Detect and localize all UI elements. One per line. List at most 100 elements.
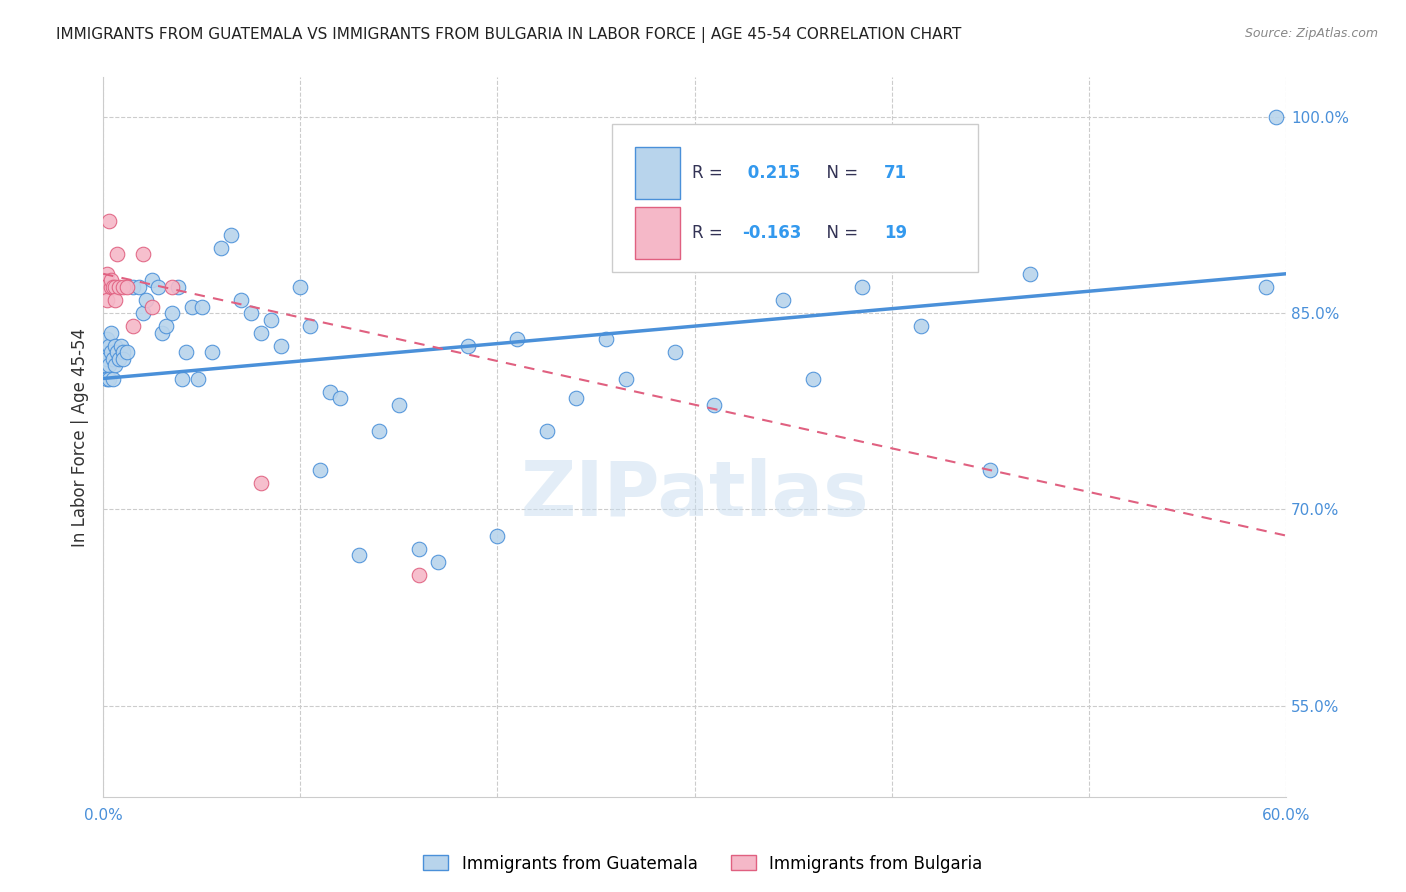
Point xyxy=(772,293,794,307)
Point xyxy=(160,280,183,294)
Point xyxy=(664,345,686,359)
Point xyxy=(319,384,342,399)
Text: 0.215: 0.215 xyxy=(742,164,800,182)
Point xyxy=(101,280,124,294)
Point xyxy=(229,293,252,307)
Point xyxy=(141,273,163,287)
Point xyxy=(240,306,263,320)
Point xyxy=(160,306,183,320)
Point xyxy=(94,345,117,359)
Point xyxy=(135,293,157,307)
Point xyxy=(565,391,588,405)
Point xyxy=(187,371,209,385)
Point xyxy=(270,339,292,353)
Point xyxy=(96,293,118,307)
Point xyxy=(851,280,873,294)
Point xyxy=(979,463,1001,477)
Point xyxy=(190,300,212,314)
Point xyxy=(105,247,128,261)
Point xyxy=(801,371,824,385)
Point xyxy=(155,319,177,334)
Text: N =: N = xyxy=(817,164,863,182)
Point xyxy=(1265,110,1288,124)
Point xyxy=(1018,267,1040,281)
Point xyxy=(167,280,190,294)
Point xyxy=(115,345,138,359)
Point xyxy=(101,351,124,366)
Point xyxy=(111,351,134,366)
Point xyxy=(111,345,134,359)
Point xyxy=(408,567,430,582)
Text: R =: R = xyxy=(692,224,728,242)
Point xyxy=(104,359,127,373)
Point xyxy=(506,332,529,346)
Point xyxy=(260,312,283,326)
Text: N =: N = xyxy=(817,224,863,242)
Point xyxy=(108,351,131,366)
Point xyxy=(104,339,127,353)
Point xyxy=(115,280,138,294)
Point xyxy=(110,339,132,353)
Point xyxy=(170,371,193,385)
Point xyxy=(128,280,150,294)
Text: Source: ZipAtlas.com: Source: ZipAtlas.com xyxy=(1244,27,1378,40)
Point xyxy=(1256,280,1278,294)
Point xyxy=(100,280,122,294)
Y-axis label: In Labor Force | Age 45-54: In Labor Force | Age 45-54 xyxy=(72,328,89,547)
Point xyxy=(910,319,932,334)
Point xyxy=(100,345,122,359)
FancyBboxPatch shape xyxy=(636,147,681,199)
Point xyxy=(94,280,117,294)
Legend: Immigrants from Guatemala, Immigrants from Bulgaria: Immigrants from Guatemala, Immigrants fr… xyxy=(416,848,990,880)
Point xyxy=(329,391,352,405)
Point xyxy=(349,548,371,562)
FancyBboxPatch shape xyxy=(612,124,979,272)
Point xyxy=(148,280,170,294)
Point xyxy=(104,280,127,294)
Point xyxy=(388,398,411,412)
Point xyxy=(100,273,122,287)
Point xyxy=(96,332,118,346)
Point xyxy=(108,280,131,294)
Point xyxy=(98,359,121,373)
Point xyxy=(121,319,143,334)
Point xyxy=(174,345,197,359)
Point xyxy=(131,306,153,320)
Point xyxy=(94,359,117,373)
Point xyxy=(101,371,124,385)
Point xyxy=(131,247,153,261)
Point xyxy=(309,463,332,477)
Text: 19: 19 xyxy=(884,224,907,242)
Point xyxy=(290,280,312,294)
Point xyxy=(219,227,242,242)
Point xyxy=(250,476,273,491)
Point xyxy=(96,351,118,366)
Text: IMMIGRANTS FROM GUATEMALA VS IMMIGRANTS FROM BULGARIA IN LABOR FORCE | AGE 45-54: IMMIGRANTS FROM GUATEMALA VS IMMIGRANTS … xyxy=(56,27,962,43)
Point xyxy=(200,345,222,359)
Point xyxy=(141,300,163,314)
Point xyxy=(427,555,450,569)
Text: -0.163: -0.163 xyxy=(742,224,801,242)
Point xyxy=(250,326,273,340)
Point xyxy=(98,214,121,228)
Point xyxy=(100,326,122,340)
Point xyxy=(939,253,962,268)
Point xyxy=(299,319,322,334)
Point xyxy=(96,371,118,385)
Point xyxy=(121,280,143,294)
Point xyxy=(368,424,391,438)
Text: 71: 71 xyxy=(884,164,907,182)
Text: ZIPatlas: ZIPatlas xyxy=(520,458,869,532)
Point xyxy=(209,241,232,255)
Point xyxy=(111,280,134,294)
Point xyxy=(536,424,558,438)
FancyBboxPatch shape xyxy=(636,207,681,259)
Point xyxy=(486,528,509,542)
Point xyxy=(96,267,118,281)
Point xyxy=(614,371,637,385)
Point xyxy=(105,345,128,359)
Point xyxy=(104,293,127,307)
Point xyxy=(180,300,202,314)
Point xyxy=(703,398,725,412)
Point xyxy=(98,339,121,353)
